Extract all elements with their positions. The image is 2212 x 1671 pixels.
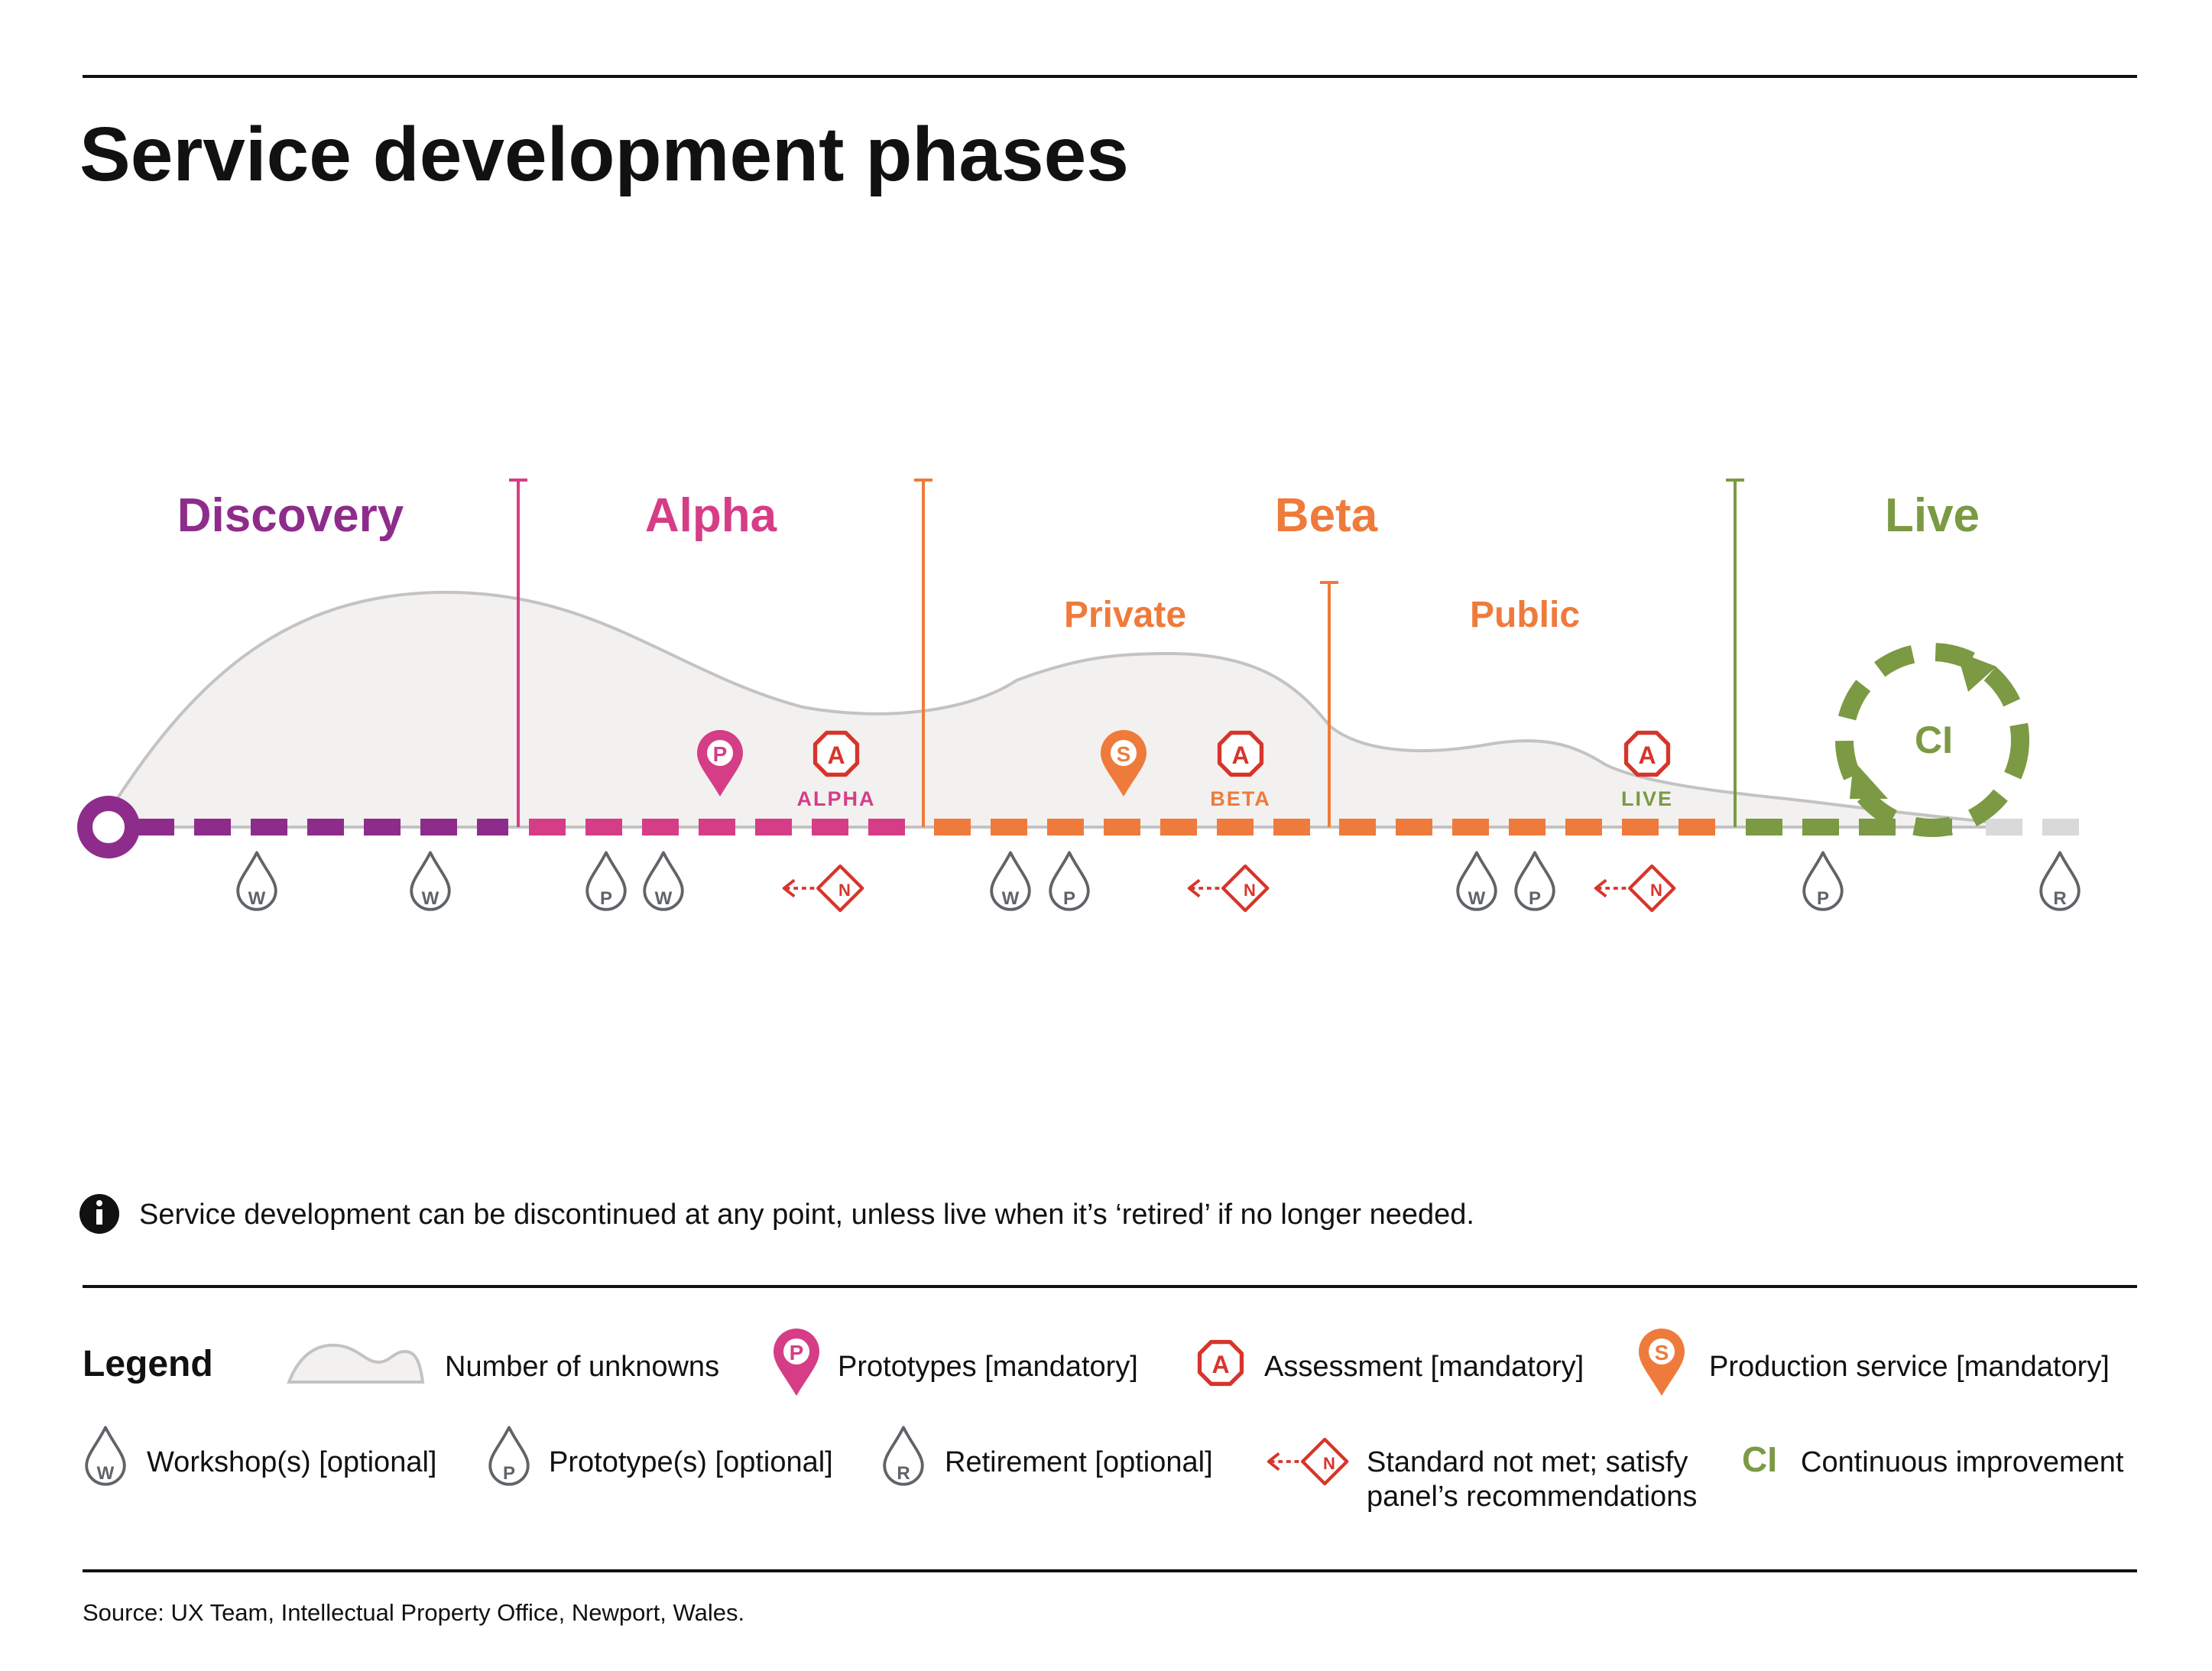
svg-text:W: W	[97, 1463, 115, 1484]
workshop-icon: W	[990, 851, 1031, 911]
assessment-icon: A	[816, 733, 858, 775]
assessment-icon: A	[1220, 733, 1262, 775]
legend-ci-label: Continuous improvement	[1801, 1446, 2124, 1478]
workshop-icon: W	[643, 851, 684, 911]
workshop-icon: W	[1456, 851, 1497, 911]
svg-text:W: W	[422, 888, 439, 909]
legend-unknowns-label: Number of unknowns	[445, 1351, 719, 1383]
prototype-optional-icon: P	[585, 851, 627, 911]
svg-text:W: W	[248, 888, 266, 909]
retirement-icon: R	[2039, 851, 2081, 911]
workshop-icon: W	[85, 1426, 126, 1486]
not-met-icon: N	[1269, 1439, 1347, 1484]
assessment-icon: A	[1200, 1342, 1242, 1384]
legend-not-met-label-2: panel’s recommendations	[1367, 1481, 1697, 1513]
svg-text:P: P	[503, 1463, 515, 1484]
svg-text:P: P	[600, 888, 612, 909]
svg-text:A: A	[1638, 741, 1656, 769]
legend-retirement-label: Retirement [optional]	[945, 1446, 1213, 1478]
svg-text:W: W	[1002, 888, 1020, 909]
legend-production-label: Production service [mandatory]	[1709, 1351, 2110, 1383]
svg-text:S: S	[1117, 742, 1131, 766]
phase-beta-label: Beta	[1275, 489, 1378, 542]
svg-text:P: P	[713, 742, 728, 766]
not-met-icon: N	[784, 866, 862, 910]
assessment-icon: A	[1627, 733, 1669, 775]
gate-alpha-label: ALPHA	[797, 787, 876, 810]
phase-dividers	[509, 479, 1744, 827]
svg-text:W: W	[655, 888, 673, 909]
gate-beta-label: BETA	[1210, 787, 1271, 810]
prototype-optional-icon: P	[1802, 851, 1844, 911]
production-pin-icon: S	[1101, 730, 1147, 797]
ci-label: CI	[1915, 719, 1953, 761]
legend-not-met-label-1: Standard not met; satisfy	[1367, 1446, 1688, 1478]
continuous-improvement-icon: CI	[1742, 1439, 1777, 1479]
legend-prototypes-optional-label: Prototype(s) [optional]	[549, 1446, 833, 1478]
continuous-improvement-icon: CI	[1835, 643, 2029, 837]
gate-live-label: LIVE	[1621, 787, 1673, 810]
prototype-pin-icon: P	[774, 1329, 819, 1396]
phase-live-label: Live	[1885, 489, 1980, 542]
info-icon	[79, 1194, 119, 1234]
phase-alpha-label: Alpha	[645, 489, 777, 542]
not-met-icon: N	[1596, 866, 1674, 910]
svg-text:N: N	[838, 881, 851, 900]
legend-workshops-label: Workshop(s) [optional]	[147, 1446, 436, 1478]
svg-text:W: W	[1468, 888, 1486, 909]
production-pin-icon: S	[1639, 1329, 1685, 1396]
svg-text:R: R	[2053, 888, 2066, 909]
subphase-public-label: Public	[1470, 595, 1580, 635]
start-node	[77, 796, 140, 858]
legend-prototypes-mandatory-label: Prototypes [mandatory]	[838, 1351, 1138, 1383]
svg-text:A: A	[1231, 741, 1249, 769]
svg-text:P: P	[1063, 888, 1075, 909]
subphase-private-label: Private	[1064, 595, 1186, 635]
svg-text:S: S	[1655, 1341, 1669, 1364]
page-title: Service development phases	[79, 112, 1129, 197]
svg-text:A: A	[827, 741, 845, 769]
prototype-optional-icon: P	[1049, 851, 1090, 911]
svg-text:N: N	[1323, 1454, 1335, 1473]
svg-text:N: N	[1650, 881, 1662, 900]
prototype-optional-icon: P	[1514, 851, 1555, 911]
legend-unknowns-icon	[287, 1343, 425, 1384]
retirement-icon: R	[883, 1426, 924, 1486]
workshop-icon: W	[410, 851, 451, 911]
source-note: Source: UX Team, Intellectual Property O…	[83, 1599, 744, 1626]
legend-assessment-label: Assessment [mandatory]	[1264, 1351, 1584, 1383]
svg-text:P: P	[1817, 888, 1829, 909]
unknowns-curve	[113, 590, 1989, 829]
svg-text:P: P	[1529, 888, 1541, 909]
workshop-icon: W	[236, 851, 277, 911]
prototype-pin-icon: P	[697, 730, 743, 797]
svg-text:N: N	[1244, 881, 1256, 900]
svg-text:P: P	[790, 1341, 804, 1364]
prototype-optional-icon: P	[488, 1426, 530, 1486]
phase-discovery-label: Discovery	[177, 489, 404, 542]
discontinue-note: Service development can be discontinued …	[139, 1199, 1474, 1231]
not-met-icon: N	[1189, 866, 1267, 910]
svg-text:R: R	[897, 1463, 910, 1484]
legend-heading: Legend	[83, 1344, 213, 1384]
svg-text:A: A	[1211, 1351, 1229, 1378]
